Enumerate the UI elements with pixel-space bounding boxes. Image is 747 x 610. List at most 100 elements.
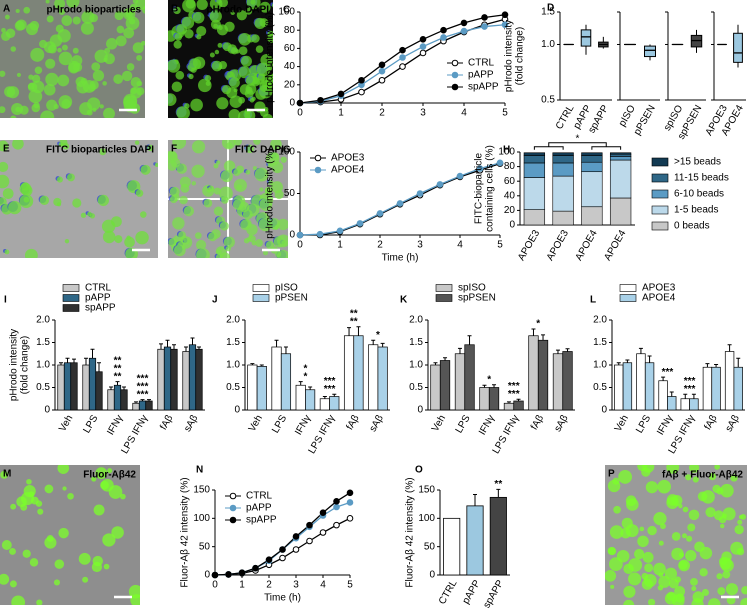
bar-segment <box>552 155 574 164</box>
bar <box>537 339 549 411</box>
bioparticle <box>259 18 269 27</box>
image-caption: pHrodo bioparticles <box>47 5 142 16</box>
bioparticle <box>204 75 212 82</box>
bioparticle <box>176 106 190 118</box>
bioparticle <box>27 82 35 90</box>
bar <box>70 362 78 411</box>
bioparticle <box>657 479 672 494</box>
bioparticle <box>0 70 6 77</box>
bioparticle <box>168 160 178 171</box>
error-bar <box>433 362 438 365</box>
bar <box>622 362 633 411</box>
bar <box>82 364 90 411</box>
x-tick-label: 1 <box>239 580 245 591</box>
data-point <box>396 200 404 207</box>
data-point <box>358 88 365 96</box>
bar <box>256 366 267 411</box>
bioparticle <box>102 533 116 547</box>
image-caption: FITC <box>235 145 257 156</box>
bioparticle <box>132 0 139 4</box>
error-bar <box>72 358 76 363</box>
bioparticle <box>246 0 261 10</box>
error-bar <box>122 386 126 390</box>
x-tick-label: APOE4 <box>574 228 600 263</box>
bioparticle <box>106 38 118 50</box>
bioparticle <box>240 219 251 231</box>
bar <box>295 384 306 411</box>
bar <box>689 398 699 411</box>
bioparticle <box>80 21 94 35</box>
y-tick-label: 1.5 <box>36 337 50 348</box>
bioparticle <box>61 15 73 26</box>
x-tick-label: APOE3 <box>516 228 542 263</box>
significance: ** <box>114 363 122 374</box>
bioparticle <box>238 46 248 56</box>
bioparticle <box>0 174 10 189</box>
legend-label: pISO <box>275 283 298 294</box>
y-tick-label: 0 <box>509 220 515 231</box>
bar-segment <box>609 156 632 161</box>
bioparticle <box>135 230 149 245</box>
error-bar <box>647 355 652 363</box>
bioparticle <box>72 16 81 25</box>
error-bar <box>555 349 560 354</box>
bioparticle <box>691 585 697 592</box>
y-tick-label: 100 <box>278 7 295 18</box>
error-bar <box>371 339 376 345</box>
data-point <box>333 498 340 505</box>
bioparticle <box>1 27 6 33</box>
x-tick-label: fAβ <box>529 413 546 432</box>
bioparticle <box>668 578 679 589</box>
bioparticle <box>40 110 55 118</box>
bioparticle <box>39 195 50 206</box>
bioparticle <box>259 1 271 13</box>
bioparticle <box>736 547 745 556</box>
error-bar <box>443 357 448 361</box>
bioparticle <box>107 468 113 474</box>
bioparticle <box>4 14 10 20</box>
data-point <box>292 546 300 553</box>
data-point <box>225 571 232 578</box>
bioparticle <box>221 85 232 95</box>
bioparticle <box>697 491 708 502</box>
bioparticle <box>44 484 54 494</box>
error-bar <box>736 357 741 368</box>
error-bar <box>669 391 674 397</box>
bioparticle <box>608 547 617 556</box>
bioparticle <box>653 562 666 576</box>
data-point <box>346 489 354 497</box>
x-tick-label: CTRL <box>437 578 460 606</box>
y-tick-label: 1.0 <box>541 39 555 50</box>
y-tick-label: 100 <box>498 147 515 158</box>
significance: ** <box>350 308 358 319</box>
significance: ** <box>114 371 122 382</box>
legend-label: spAPP <box>246 515 277 526</box>
legend-label: pPSEN <box>275 293 308 304</box>
y-tick-label: 1.5 <box>593 337 607 348</box>
bioparticle <box>647 598 656 605</box>
bioparticle <box>129 18 136 25</box>
bioparticle <box>67 492 74 500</box>
bioparticle <box>67 173 75 182</box>
bioparticle <box>0 106 6 114</box>
bioparticle <box>9 548 16 555</box>
bioparticle <box>223 160 236 172</box>
bioparticle <box>245 7 253 15</box>
image-content <box>0 140 158 258</box>
bioparticle <box>34 66 43 75</box>
x-tick-label: 0 <box>297 240 303 251</box>
error-bar <box>616 362 621 365</box>
bioparticle <box>121 70 133 82</box>
bar-segment <box>609 153 632 157</box>
bioparticle <box>43 83 56 96</box>
bar <box>88 357 97 411</box>
bioparticle <box>172 217 185 230</box>
x-tick-label: pAPP <box>461 578 483 606</box>
y-tick-label: 1.0 <box>593 360 607 371</box>
bioparticle <box>217 42 223 48</box>
bioparticle <box>206 187 212 193</box>
image-content <box>168 140 288 258</box>
x-tick-label: IFNγ <box>293 413 313 437</box>
bioparticle <box>213 206 224 216</box>
